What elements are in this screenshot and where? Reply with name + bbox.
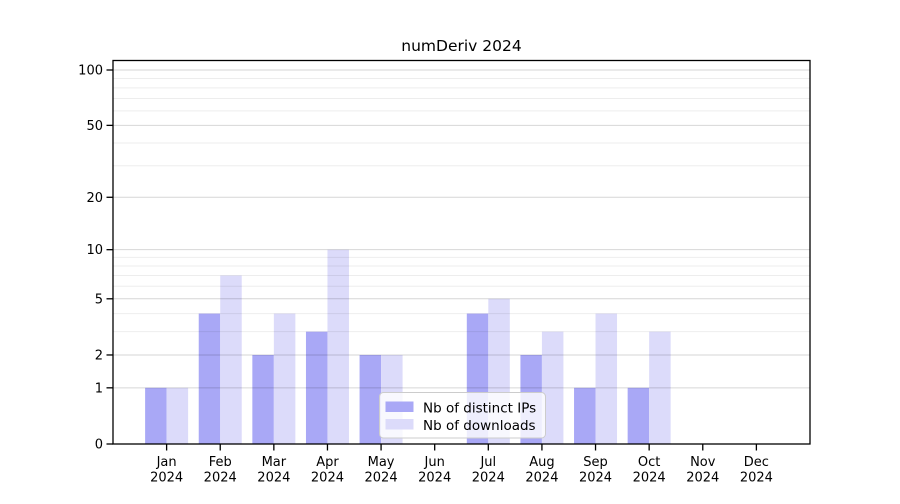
bar-distinct-ips xyxy=(145,387,167,444)
x-tick-label: Jan 2024 xyxy=(150,455,183,486)
x-tick-label: Mar 2024 xyxy=(257,455,290,486)
legend-box xyxy=(379,392,546,439)
x-tick-label: Feb 2024 xyxy=(204,455,237,486)
legend-swatch xyxy=(385,419,414,430)
bar-distinct-ips xyxy=(252,354,274,444)
x-tick-label: May 2024 xyxy=(365,455,398,486)
y-tick-label: 50 xyxy=(86,119,103,134)
x-tick-label: Sep 2024 xyxy=(579,455,612,486)
axes-frame xyxy=(112,59,811,445)
x-tick-label: Dec 2024 xyxy=(740,455,773,486)
y-tick-label: 2 xyxy=(95,348,103,363)
bar-downloads xyxy=(649,331,671,444)
x-tick-label: Jun 2024 xyxy=(418,455,451,486)
bar-distinct-ips xyxy=(198,313,221,444)
y-tick-label: 20 xyxy=(86,191,103,206)
y-tick-label: 5 xyxy=(95,292,103,307)
y-tick-label: 100 xyxy=(78,64,103,79)
legend-label: Nb of distinct IPs xyxy=(423,401,536,417)
bar-downloads xyxy=(327,249,349,444)
x-tick-label: Oct 2024 xyxy=(633,455,666,486)
chart-title: numDeriv 2024 xyxy=(401,37,521,55)
bar-downloads xyxy=(273,313,296,444)
bar-distinct-ips xyxy=(574,387,596,444)
legend-swatch xyxy=(385,401,414,412)
x-tick-label: Jul 2024 xyxy=(472,455,505,486)
bar-distinct-ips xyxy=(627,387,650,444)
y-tick-label: 0 xyxy=(95,438,103,453)
bar-distinct-ips xyxy=(359,354,382,444)
bar-downloads xyxy=(220,275,242,444)
bar-downloads xyxy=(541,331,564,444)
x-tick-label: Aug 2024 xyxy=(525,455,558,486)
bar-distinct-ips xyxy=(305,331,328,444)
x-tick-label: Nov 2024 xyxy=(686,455,719,486)
legend-label: Nb of downloads xyxy=(423,418,536,434)
bar-downloads xyxy=(166,387,189,444)
x-tick-label: Apr 2024 xyxy=(311,455,344,486)
y-tick-label: 1 xyxy=(95,381,103,396)
y-tick-label: 10 xyxy=(86,243,103,258)
bar-downloads xyxy=(595,313,618,444)
